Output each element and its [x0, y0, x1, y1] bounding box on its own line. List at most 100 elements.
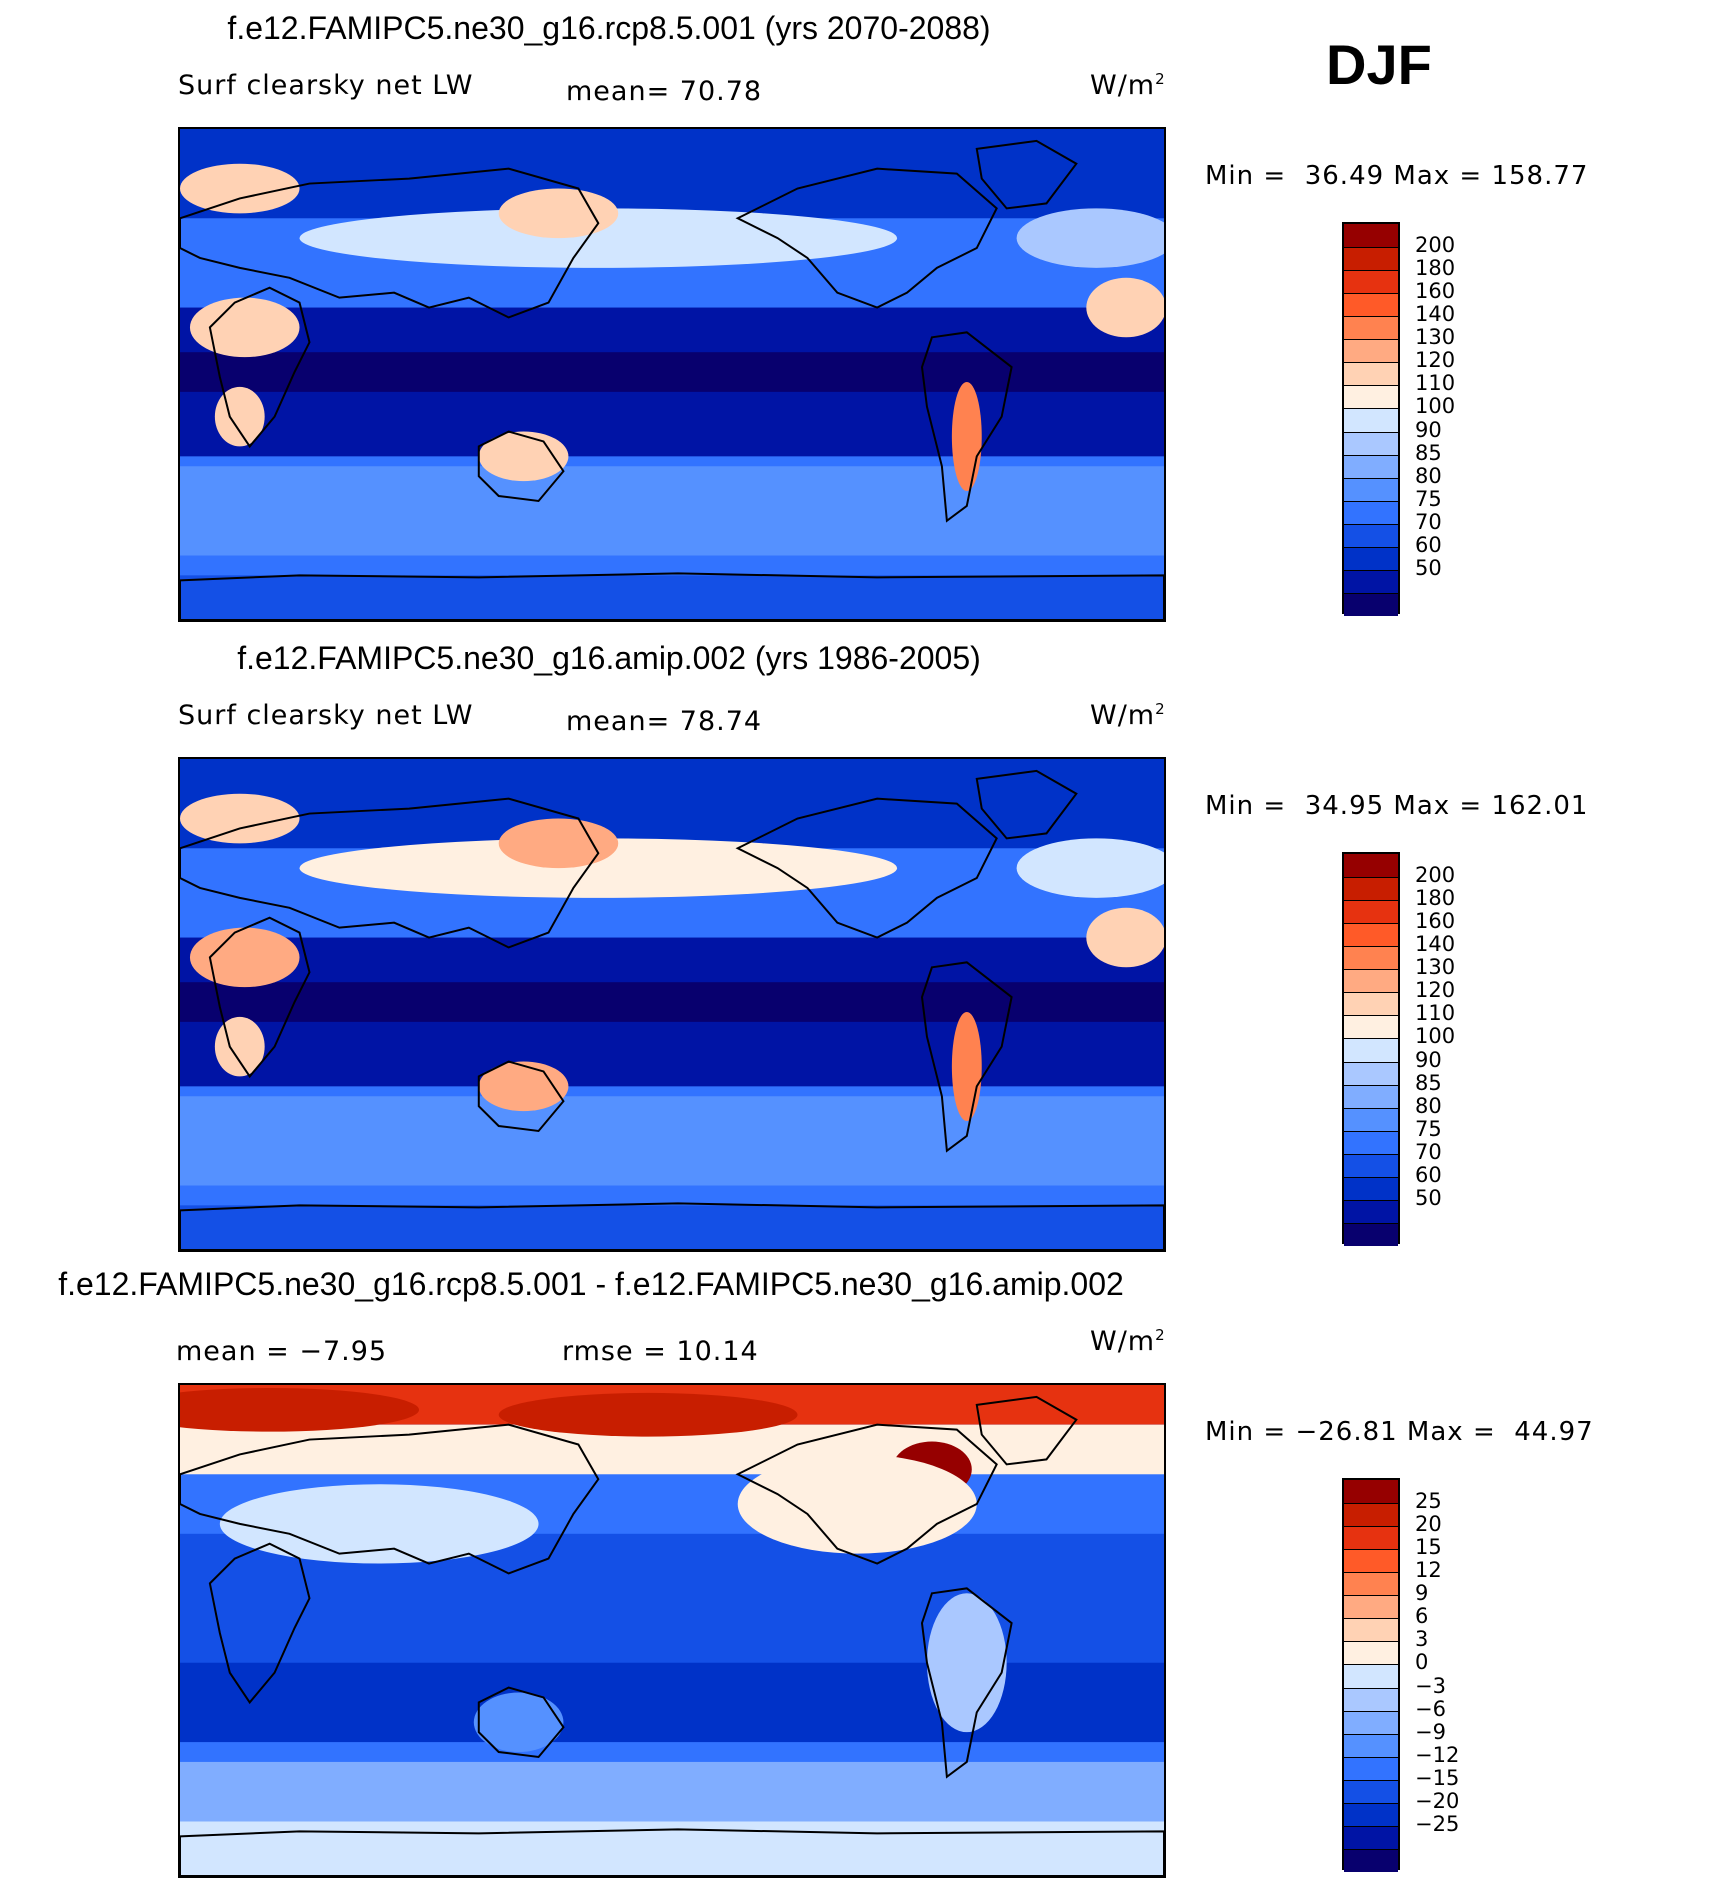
colorbar-segment [1344, 1710, 1398, 1734]
colorbar-segment [1344, 1222, 1398, 1246]
colorbar-segment [1344, 1061, 1398, 1085]
colorbar-tick-label: 140 [1415, 932, 1456, 957]
arctic-band [180, 759, 1164, 849]
colorbar-tick-label: 130 [1415, 955, 1456, 980]
colorbar-tick-label: 120 [1415, 348, 1456, 373]
colorbar-segment [1344, 1107, 1398, 1131]
colorbar-tick-label: 200 [1415, 863, 1456, 888]
coastline [975, 1395, 1078, 1466]
season-label: DJF [1326, 33, 1432, 96]
colorbar-segment [1344, 1176, 1398, 1200]
variable-label: Surf clearsky net LW [178, 70, 474, 101]
colorbar-segment [1344, 592, 1398, 616]
north-atlantic-field [1016, 838, 1164, 898]
colorbar-segment [1344, 1733, 1398, 1757]
colorbar-ticks: 25 20 15 12 9 6 3 0 −3 −6 −9 −12 −15 −20 −25 [1415, 1478, 1535, 1870]
colorbar-tick-label: 75 [1415, 1116, 1442, 1141]
units-label: W/m2 [1090, 1326, 1166, 1357]
southern-band [180, 1662, 1164, 1743]
colorbar-tick-label: 6 [1415, 1604, 1429, 1629]
colorbar-tick-label: 85 [1415, 1070, 1442, 1095]
units-label: W/m2 [1090, 70, 1166, 101]
kuroshio-field [498, 818, 619, 869]
colorbar-tick-label: 50 [1415, 1185, 1442, 1210]
colorbar-tick-label: 140 [1415, 302, 1456, 327]
colorbar-segment [1344, 1664, 1398, 1688]
colorbar-tick-label: 100 [1415, 1024, 1456, 1049]
colorbar-segment [1344, 1802, 1398, 1826]
colorbar-tick-label: 70 [1415, 1139, 1442, 1164]
sahara-field [189, 927, 300, 988]
arctic-band [180, 129, 1164, 219]
coastline [180, 797, 600, 949]
colorbar-segment [1344, 1084, 1398, 1108]
colorbar-tick-label: 15 [1415, 1535, 1442, 1560]
colorbar-tick-label: 3 [1415, 1627, 1429, 1652]
north-atlantic-field [1016, 208, 1164, 268]
antarctic-band [180, 575, 1164, 620]
colorbar-segment [1344, 546, 1398, 570]
colorbar-tick-label: 25 [1415, 1489, 1442, 1514]
colorbar-segment [1344, 408, 1398, 432]
coastline [735, 1423, 998, 1565]
map-rcp85 [178, 127, 1166, 622]
colorbar-tick-label: 130 [1415, 325, 1456, 350]
min-max-label: Min = 34.95 Max = 162.01 [1205, 791, 1589, 821]
colorbar-segment [1344, 477, 1398, 501]
map-field [180, 129, 1164, 620]
panel-rcp85: f.e12.FAMIPC5.ne30_g16.rcp8.5.001 (yrs 2… [0, 0, 1710, 628]
siberia-anomaly [180, 1387, 419, 1432]
australia-field [473, 1692, 564, 1753]
colorbar-segment [1344, 1641, 1398, 1665]
colorbar-tick-label: 60 [1415, 1162, 1442, 1187]
coastline [975, 139, 1078, 210]
colorbar-tick-label: 0 [1415, 1650, 1429, 1675]
europe-field [180, 163, 300, 214]
colorbar-segment [1344, 923, 1398, 947]
colorbar-segment [1344, 454, 1398, 478]
variable-label: Surf clearsky net LW [178, 700, 474, 731]
colorbar [1342, 222, 1400, 616]
coastline [920, 331, 1013, 523]
colorbar-segment [1344, 1038, 1398, 1062]
colorbar-tick-label: 120 [1415, 978, 1456, 1003]
colorbar-tick-label: 180 [1415, 256, 1456, 281]
colorbar-segment [1344, 877, 1398, 901]
colorbar-tick-label: −3 [1415, 1673, 1446, 1698]
itcz-band [180, 352, 1164, 392]
mean-label: mean= 70.78 [566, 76, 763, 107]
coastline [180, 167, 600, 319]
colorbar-segment [1344, 1779, 1398, 1803]
colorbar-segment [1344, 900, 1398, 924]
colorbar [1342, 852, 1400, 1246]
colorbar-segment [1344, 1015, 1398, 1039]
west-africa-field [1086, 907, 1164, 968]
coastline [208, 286, 311, 449]
coastline [208, 1542, 311, 1705]
colorbar-tick-label: 100 [1415, 394, 1456, 419]
colorbar-ticks: 200 180 160 140 130 120 110 100 90 85 80 75 70 60 50 [1415, 852, 1535, 1244]
itcz-band [180, 982, 1164, 1022]
min-max-label: Min = 36.49 Max = 158.77 [1205, 161, 1589, 191]
panel-title: f.e12.FAMIPC5.ne30_g16.rcp8.5.001 (yrs 2… [227, 10, 991, 46]
colorbar-tick-label: 180 [1415, 886, 1456, 911]
colorbar-tick-label: −15 [1415, 1765, 1460, 1790]
colorbar-segment [1344, 339, 1398, 363]
colorbar-segment [1344, 1503, 1398, 1527]
colorbar-tick-label: −20 [1415, 1788, 1460, 1813]
arctic-anomaly [498, 1392, 798, 1437]
colorbar-tick-label: −12 [1415, 1742, 1460, 1767]
coastline [180, 1423, 600, 1575]
colorbar-segment [1344, 247, 1398, 271]
coastline [735, 167, 998, 309]
colorbar-tick-label: 80 [1415, 463, 1442, 488]
colorbar-tick-label: 70 [1415, 509, 1442, 534]
southern-band [180, 1096, 1164, 1186]
southern-ocean-band [180, 1761, 1164, 1822]
coastline [208, 916, 311, 1079]
mean-label: mean= 78.74 [566, 706, 763, 737]
coastline [477, 1060, 565, 1133]
coastline [477, 1686, 565, 1759]
colorbar-segment [1344, 500, 1398, 524]
colorbar-segment [1344, 854, 1398, 878]
